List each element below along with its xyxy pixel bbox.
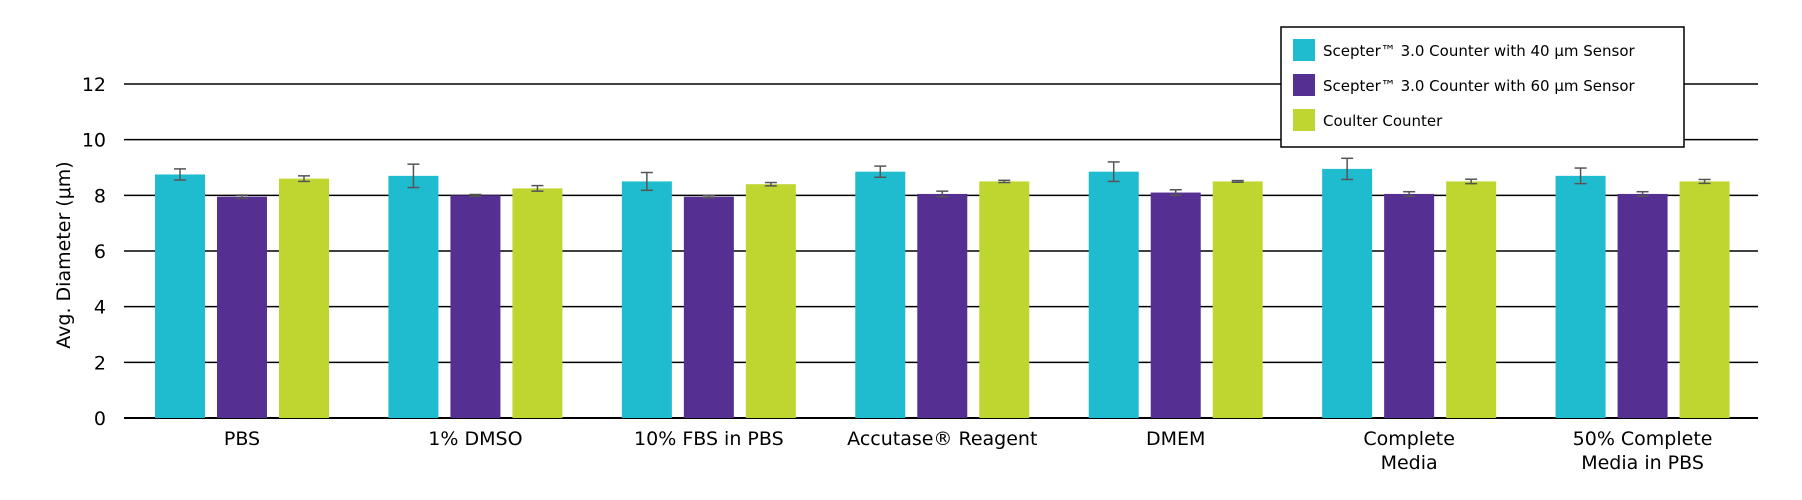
x-tick-label: 1% DMSO bbox=[428, 428, 522, 450]
bar bbox=[388, 175, 439, 418]
bar bbox=[1555, 175, 1606, 418]
y-tick-label: 2 bbox=[94, 352, 106, 374]
bar bbox=[1679, 181, 1730, 418]
y-tick-label: 10 bbox=[82, 130, 106, 152]
legend-label: Coulter Counter bbox=[1323, 112, 1443, 130]
y-tick-label: 12 bbox=[82, 74, 106, 96]
legend-box bbox=[1280, 26, 1685, 148]
legend-label: Scepter™ 3.0 Counter with 40 μm Sensor bbox=[1323, 42, 1636, 60]
x-tick-label: DMEM bbox=[1146, 428, 1205, 450]
y-tick-label: 0 bbox=[94, 408, 106, 430]
bar bbox=[1384, 193, 1435, 418]
y-axis-title: Avg. Diameter (μm) bbox=[53, 161, 75, 348]
y-tick-label: 4 bbox=[94, 297, 106, 319]
bar bbox=[855, 171, 906, 418]
bar bbox=[917, 193, 968, 418]
bar bbox=[155, 174, 205, 418]
bar bbox=[979, 181, 1030, 418]
x-tick-label: 50% Complete Media in PBS bbox=[1573, 428, 1713, 474]
legend-swatch bbox=[1293, 109, 1315, 131]
x-axis-categories: PBS 1% DMSO 10% FBS in PBS Accutase® Reagen… bbox=[224, 428, 1713, 474]
x-tick-label: PBS bbox=[224, 428, 260, 450]
bar bbox=[512, 188, 563, 418]
legend-label: Scepter™ 3.0 Counter with 60 μm Sensor bbox=[1323, 77, 1636, 95]
bar bbox=[1150, 192, 1201, 418]
bar bbox=[217, 196, 267, 418]
legend: Scepter™ 3.0 Counter with 40 μm Sensor Sc… bbox=[1280, 26, 1685, 148]
bar bbox=[1212, 181, 1263, 418]
bar bbox=[1322, 168, 1373, 418]
y-axis-ticks: 0 2 4 6 8 10 12 bbox=[82, 74, 106, 430]
bar bbox=[450, 195, 501, 418]
x-tick-label: Complete Media bbox=[1363, 428, 1455, 474]
y-tick-label: 6 bbox=[94, 241, 106, 263]
bar bbox=[621, 181, 672, 418]
x-tick-label: 10% FBS in PBS bbox=[634, 428, 784, 450]
bar bbox=[1446, 181, 1497, 418]
y-tick-label: 8 bbox=[94, 185, 106, 207]
bar bbox=[683, 196, 734, 418]
bar bbox=[1088, 171, 1139, 418]
x-tick-label: Accutase® Reagent bbox=[847, 428, 1037, 450]
bars bbox=[155, 157, 1730, 418]
bar bbox=[1617, 193, 1668, 418]
bar bbox=[745, 184, 796, 418]
legend-swatch bbox=[1293, 39, 1315, 61]
legend-swatch bbox=[1293, 74, 1315, 96]
bar bbox=[279, 178, 329, 418]
